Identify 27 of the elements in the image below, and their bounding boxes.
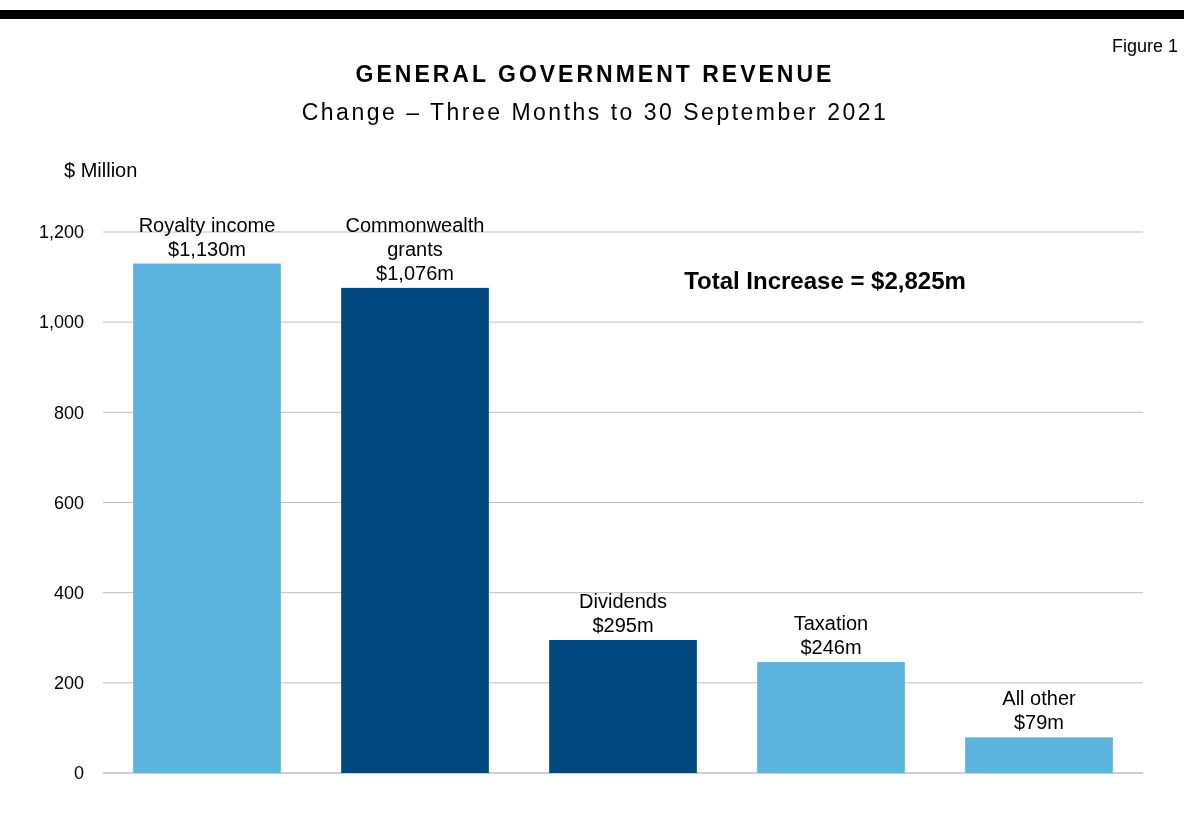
data-label: $79m <box>1013 711 1065 734</box>
bar <box>133 263 281 773</box>
bar <box>549 640 697 773</box>
x-tick-label: All other <box>1002 687 1077 710</box>
x-tick-label: Commonwealth grants <box>345 213 485 260</box>
y-tick-label: 0 <box>73 763 84 784</box>
data-label: $295m <box>592 614 654 636</box>
bar <box>757 662 905 773</box>
data-label: $1,076m <box>376 261 454 284</box>
x-tick-label: Royalty income <box>138 213 276 236</box>
bar <box>341 287 489 773</box>
data-label: $1,130m <box>168 237 246 260</box>
y-tick-label: 800 <box>53 402 84 423</box>
chart-title: GENERAL GOVERNMENT REVENUE <box>355 61 835 87</box>
data-label: $246m <box>800 636 862 659</box>
y-axis-title: $ Million <box>64 159 138 181</box>
chart-subtitle: Change – Three Months to 30 September 2021 <box>301 99 889 125</box>
y-tick-label: 400 <box>53 582 84 603</box>
y-tick-label: 1,200 <box>38 222 84 243</box>
x-tick-label: Dividends <box>579 590 667 612</box>
annotation: Total Increase = $2,825m <box>684 267 966 294</box>
x-tick-label: Taxation <box>793 612 869 635</box>
y-tick-label: 600 <box>53 492 84 513</box>
y-tick-label: 200 <box>53 673 84 694</box>
caption: Figure 1 <box>1111 36 1178 56</box>
bar <box>965 737 1113 773</box>
y-tick-label: 1,000 <box>38 312 84 333</box>
